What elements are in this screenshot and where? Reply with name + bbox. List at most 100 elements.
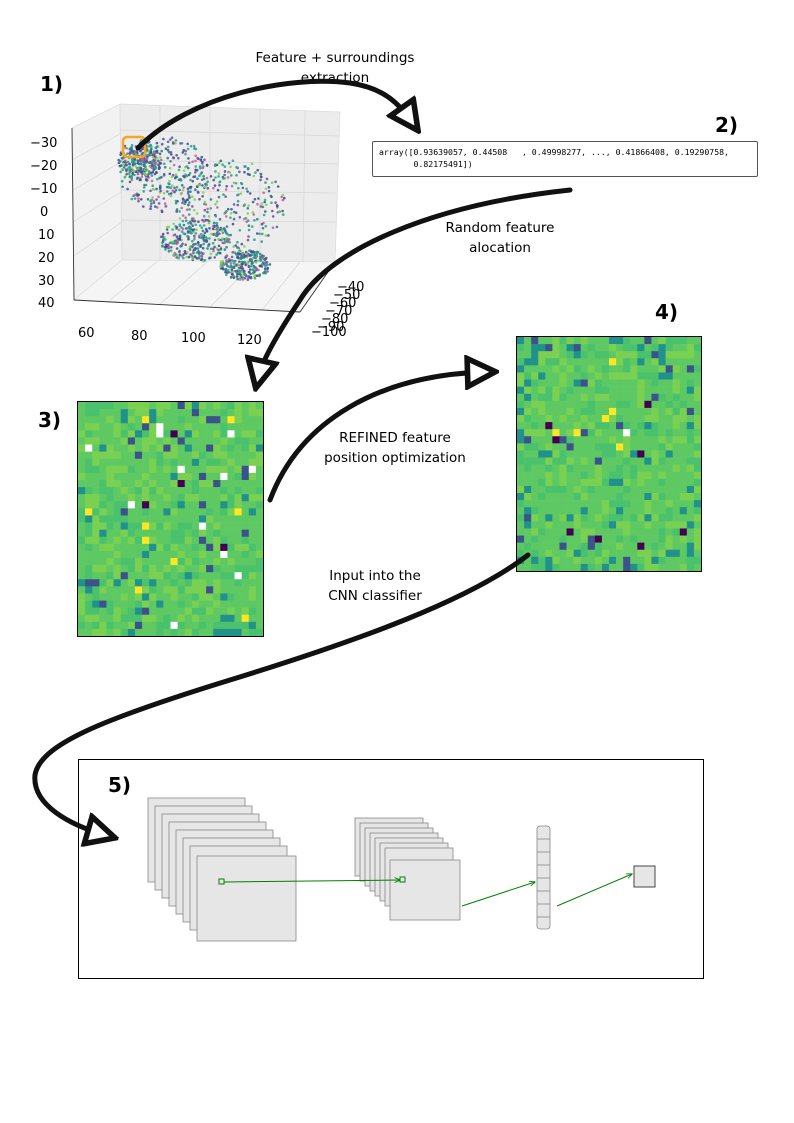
heatmap-cell xyxy=(134,501,143,509)
heatmap-cell xyxy=(601,407,610,416)
cloud-point xyxy=(264,257,267,261)
cloud-point xyxy=(244,250,248,254)
heatmap-cell xyxy=(552,464,560,473)
cloud-point xyxy=(227,162,231,165)
cloud-point xyxy=(240,242,244,246)
cloud-point xyxy=(169,160,172,163)
cloud-point xyxy=(179,245,182,248)
cloud-point xyxy=(216,227,219,230)
heatmap-cell xyxy=(170,593,178,601)
cloud-point xyxy=(130,147,133,150)
cloud-point xyxy=(134,165,138,168)
cloud-point xyxy=(218,180,222,183)
cloud-point xyxy=(198,183,201,186)
heatmap-cell xyxy=(658,556,666,565)
cloud-point xyxy=(181,199,185,203)
heatmap-cell xyxy=(106,465,114,474)
cloud-point xyxy=(120,164,123,167)
cloud-point xyxy=(236,269,239,273)
cloud-point xyxy=(206,207,209,211)
heatmap-cell xyxy=(85,458,93,467)
heatmap-cell xyxy=(552,386,560,395)
heatmap-cell xyxy=(127,458,136,467)
heatmap-cell xyxy=(538,514,546,522)
heatmap-cell xyxy=(206,444,214,452)
cloud-point xyxy=(243,254,247,258)
heatmap-cell xyxy=(113,501,121,509)
heatmap-cell xyxy=(241,600,250,608)
cloud-point xyxy=(217,248,220,252)
cloud-point xyxy=(246,278,250,282)
cloud-point xyxy=(215,234,219,238)
cloud-point xyxy=(199,244,203,247)
cloud-point xyxy=(243,260,246,264)
heatmap-cell xyxy=(623,485,631,494)
heatmap-cell xyxy=(184,558,193,566)
heatmap-cell xyxy=(524,400,532,409)
heatmap-cell xyxy=(142,451,150,460)
cloud-point xyxy=(193,247,196,251)
heatmap-cell xyxy=(623,358,631,366)
cloud-point xyxy=(201,184,204,187)
cloud-point xyxy=(236,199,240,203)
heatmap-cell xyxy=(679,415,688,423)
heatmap-cell xyxy=(637,450,645,458)
heatmap-cell xyxy=(255,494,263,502)
cloud-point xyxy=(164,248,167,251)
heatmap-cell xyxy=(623,422,631,430)
cloud-point xyxy=(191,229,194,233)
heatmap-cell xyxy=(92,572,100,580)
cloud-point xyxy=(128,170,131,174)
heatmap-cell xyxy=(573,471,581,480)
heatmap-cell xyxy=(524,379,532,387)
cloud-point xyxy=(233,251,237,255)
heatmap-cell xyxy=(255,621,263,630)
heatmap-cell xyxy=(184,409,193,417)
heatmap-cell xyxy=(672,358,681,366)
cloud-point xyxy=(146,169,150,172)
cloud-point xyxy=(170,241,173,244)
heatmap-cell xyxy=(99,458,107,467)
heatmap-cell xyxy=(623,379,631,387)
cloud-point xyxy=(158,176,161,180)
cloud-point xyxy=(134,153,138,156)
cloud-point xyxy=(182,174,185,178)
cloud-point xyxy=(187,161,191,165)
heatmap-cell xyxy=(198,451,207,460)
heatmap-cell xyxy=(616,450,624,458)
heatmap-cell xyxy=(170,472,178,481)
cloud-point xyxy=(264,262,267,265)
cloud-point xyxy=(253,274,256,277)
cloud-point xyxy=(169,186,173,190)
heatmap-cell xyxy=(220,458,228,467)
cloud-point xyxy=(170,192,173,195)
z-tick-6: 30 xyxy=(38,274,55,289)
heatmap-cell xyxy=(693,415,701,423)
cloud-point xyxy=(150,162,153,165)
cloud-point xyxy=(124,159,127,162)
heatmap-cell xyxy=(106,437,114,445)
heatmap-cell xyxy=(594,372,603,380)
cloud-point xyxy=(224,270,227,274)
cloud-point xyxy=(196,177,199,180)
heatmap-cell xyxy=(163,444,171,452)
x-tick-3: 120 xyxy=(237,333,262,348)
heatmap-cell xyxy=(672,563,681,571)
heatmap-cell xyxy=(177,494,186,502)
heatmap-cell xyxy=(693,478,701,487)
cloud-point xyxy=(150,162,154,166)
cloud-point xyxy=(201,165,205,168)
cloud-point xyxy=(132,169,135,172)
heatmap-cell xyxy=(665,563,673,571)
cloud-point xyxy=(182,148,185,152)
heatmap-cell xyxy=(113,522,121,530)
cloud-point xyxy=(182,169,186,173)
cloud-point xyxy=(205,164,209,167)
heatmap-cell xyxy=(198,550,207,559)
cloud-point xyxy=(212,178,215,182)
heatmap-cell xyxy=(120,402,129,410)
heatmap-cell xyxy=(227,607,235,616)
cloud-point xyxy=(231,269,234,273)
heatmap-cell xyxy=(177,550,186,559)
cloud-point xyxy=(225,273,228,277)
